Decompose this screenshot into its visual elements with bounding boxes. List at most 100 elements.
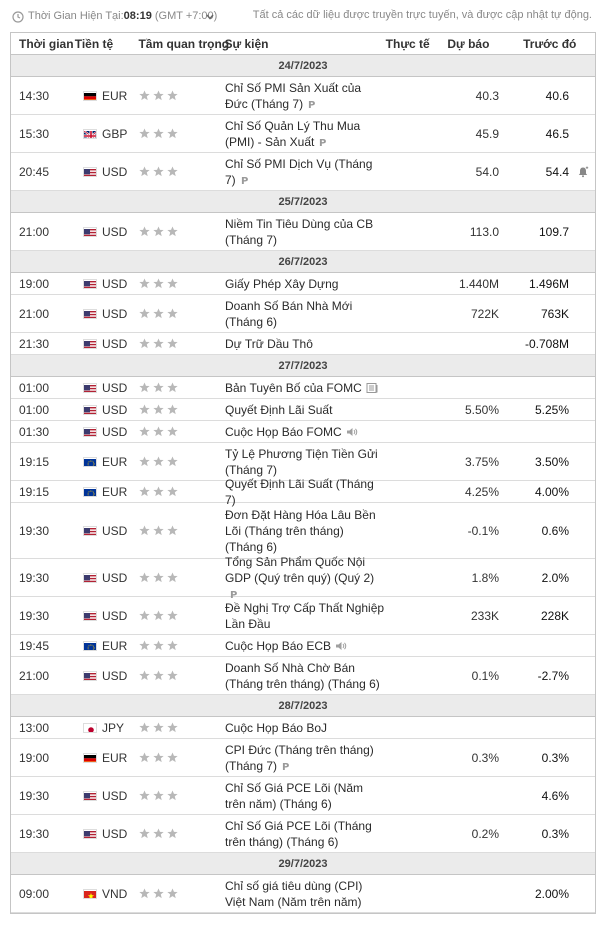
event-name-cell[interactable]: Đơn Đặt Hàng Hóa Lâu Bền Lõi (Tháng trên… [225, 507, 385, 555]
header-forecast[interactable]: Dự báo [447, 37, 490, 51]
event-forecast: 45.9 [475, 126, 499, 141]
event-row[interactable]: 21:00 USD Niềm Tin Tiêu Dùng của CB (Thá… [11, 213, 595, 251]
header-time[interactable]: Thời gian [19, 37, 74, 51]
event-row[interactable]: 01:30 USD Cuộc Họp Báo FOMC [11, 421, 595, 443]
event-row[interactable]: 19:30 USD Đề Nghị Trợ Cấp Thất Nghiệp Lầ… [11, 597, 595, 635]
event-name-cell[interactable]: Quyết Định Lãi Suất [225, 402, 385, 418]
event-row[interactable]: 15:30 GBP Chỉ Số Quản Lý Thu Mua (PMI) -… [11, 115, 595, 153]
event-name[interactable]: Chỉ Số Giá PCE Lõi (Tháng trên tháng) (T… [225, 818, 372, 849]
event-name-cell[interactable]: Tổng Sản Phẩm Quốc Nội GDP (Quý trên quý… [225, 554, 385, 602]
event-name[interactable]: Chỉ Số Quản Lý Thu Mua (PMI) - Sản Xuất [225, 118, 361, 149]
event-name[interactable]: Tổng Sản Phẩm Quốc Nội GDP (Quý trên quý… [225, 554, 375, 585]
event-name-cell[interactable]: Cuộc Họp Báo ECB [225, 638, 385, 654]
alert-bell-icon[interactable] [577, 166, 589, 178]
event-name[interactable]: Chỉ số giá tiêu dùng (CPI) Việt Nam (Năm… [225, 878, 363, 909]
currency-code: USD [102, 570, 128, 585]
event-currency: USD [75, 277, 133, 291]
report-icon[interactable] [366, 382, 378, 393]
preliminary-icon[interactable]: P [281, 761, 291, 771]
event-name-cell[interactable]: Niềm Tin Tiêu Dùng của CB (Tháng 7) [225, 216, 385, 248]
event-name-cell[interactable]: Đề Nghị Trợ Cấp Thất Nghiệp Lần Đầu [225, 600, 385, 632]
header-actual[interactable]: Thực tế [385, 37, 430, 51]
event-name[interactable]: Dự Trữ Dầu Thô [225, 336, 313, 351]
event-row[interactable]: 09:00 VND Chỉ số giá tiêu dùng (CPI) Việ… [11, 875, 595, 913]
event-name-cell[interactable]: Quyết Định Lãi Suất (Tháng 7) [225, 476, 385, 508]
star-icon [167, 486, 178, 497]
event-name[interactable]: Quyết Định Lãi Suất [225, 402, 333, 417]
event-row[interactable]: 19:45 EUR Cuộc Họp Báo ECB [11, 635, 595, 657]
event-row[interactable]: 13:00 JPY Cuộc Họp Báo BoJ [11, 717, 595, 739]
star-icon [153, 90, 164, 101]
germany-flag-icon [83, 90, 97, 101]
event-name[interactable]: Đơn Đặt Hàng Hóa Lâu Bền Lõi (Tháng trên… [225, 507, 376, 554]
preliminary-icon[interactable]: P [318, 137, 328, 147]
event-name-cell[interactable]: Chỉ Số Giá PCE Lõi (Năm trên năm) (Tháng… [225, 780, 385, 812]
event-name[interactable]: Cuộc Họp Báo BoJ [225, 720, 328, 735]
header-importance[interactable]: Tầm quan trọng [138, 36, 230, 51]
event-previous: 3.50% [534, 454, 569, 469]
event-name[interactable]: CPI Đức (Tháng trên tháng) (Tháng 7) [225, 742, 374, 773]
event-name-cell[interactable]: Chỉ Số Quản Lý Thu Mua (PMI) - Sản Xuất P [225, 118, 385, 150]
event-name-cell[interactable]: Dự Trữ Dầu Thô [225, 336, 385, 352]
event-name[interactable]: Cuộc Họp Báo ECB [225, 638, 332, 653]
chevron-down-icon[interactable] [206, 14, 214, 20]
preliminary-icon[interactable]: P [229, 589, 239, 599]
event-row[interactable]: 21:30 USD Dự Trữ Dầu Thô -0.708M [11, 333, 595, 355]
preliminary-icon[interactable]: P [307, 99, 317, 109]
event-name[interactable]: Bản Tuyên Bố của FOMC [225, 380, 362, 395]
event-name-cell[interactable]: Tỷ Lệ Phương Tiện Tiền Gửi (Tháng 7) [225, 446, 385, 478]
event-name[interactable]: Chỉ Số PMI Sản Xuất của Đức (Tháng 7) [225, 80, 362, 111]
event-row[interactable]: 19:30 USD Đơn Đặt Hàng Hóa Lâu Bền Lõi (… [11, 503, 595, 559]
event-row[interactable]: 19:00 EUR CPI Đức (Tháng trên tháng) (Th… [11, 739, 595, 777]
event-name[interactable]: Giấy Phép Xây Dựng [225, 276, 339, 291]
event-row[interactable]: 21:00 USD Doanh Số Bán Nhà Mới (Tháng 6)… [11, 295, 595, 333]
star-icon [139, 166, 150, 177]
speaker-icon[interactable] [335, 641, 347, 651]
event-row[interactable]: 19:30 USD Tổng Sản Phẩm Quốc Nội GDP (Qu… [11, 555, 595, 599]
event-previous: 763K [540, 306, 569, 321]
event-name[interactable]: Tỷ Lệ Phương Tiện Tiền Gửi (Tháng 7) [225, 446, 378, 477]
star-icon [139, 128, 150, 139]
event-name-cell[interactable]: Chỉ Số PMI Sản Xuất của Đức (Tháng 7) P [225, 80, 385, 112]
importance-stars [133, 722, 225, 733]
event-row[interactable]: 14:30 EUR Chỉ Số PMI Sản Xuất của Đức (T… [11, 77, 595, 115]
event-row[interactable]: 20:45 USD Chỉ Số PMI Dịch Vụ (Tháng 7) P … [11, 153, 595, 191]
event-name[interactable]: Doanh Số Bán Nhà Mới (Tháng 6) [225, 298, 353, 329]
speaker-icon[interactable] [346, 427, 358, 437]
event-name-cell[interactable]: Cuộc Họp Báo FOMC [225, 424, 385, 440]
event-name[interactable]: Doanh Số Nhà Chờ Bán (Tháng trên tháng) … [225, 660, 380, 691]
event-name-cell[interactable]: Doanh Số Bán Nhà Mới (Tháng 6) [225, 298, 385, 330]
us-flag-icon [83, 610, 97, 621]
event-name[interactable]: Cuộc Họp Báo FOMC [225, 424, 342, 439]
header-event[interactable]: Sự kiện [224, 37, 269, 51]
currency-code: USD [102, 668, 128, 683]
event-row[interactable]: 19:00 USD Giấy Phép Xây Dựng 1.440M 1.49… [11, 273, 595, 295]
event-name-cell[interactable]: Bản Tuyên Bố của FOMC [225, 380, 385, 396]
event-name-cell[interactable]: Doanh Số Nhà Chờ Bán (Tháng trên tháng) … [225, 660, 385, 692]
event-row[interactable]: 19:30 USD Chỉ Số Giá PCE Lõi (Năm trên n… [11, 777, 595, 815]
event-name[interactable]: Chỉ Số Giá PCE Lõi (Năm trên năm) (Tháng… [225, 780, 364, 811]
star-icon [139, 752, 150, 763]
event-name[interactable]: Niềm Tin Tiêu Dùng của CB (Tháng 7) [225, 216, 374, 247]
event-name[interactable]: Quyết Định Lãi Suất (Tháng 7) [225, 476, 374, 507]
star-icon [139, 828, 150, 839]
event-name-cell[interactable]: Cuộc Họp Báo BoJ [225, 720, 385, 736]
preliminary-icon[interactable]: P [240, 175, 250, 185]
header-previous[interactable]: Trước đó [523, 37, 577, 51]
event-name-cell[interactable]: CPI Đức (Tháng trên tháng) (Tháng 7) P [225, 742, 385, 774]
event-row[interactable]: 19:15 EUR Quyết Định Lãi Suất (Tháng 7) … [11, 477, 595, 507]
header-currency[interactable]: Tiền tệ [74, 36, 114, 51]
event-row[interactable]: 01:00 USD Quyết Định Lãi Suất 5.50% 5.25… [11, 399, 595, 421]
event-name[interactable]: Đề Nghị Trợ Cấp Thất Nghiệp Lần Đầu [225, 600, 385, 631]
importance-stars [133, 525, 225, 536]
event-name-cell[interactable]: Giấy Phép Xây Dựng [225, 276, 385, 292]
timezone-selector[interactable]: Thời Gian Hiện Tại:08:19 (GMT +7:00) [28, 10, 217, 22]
event-name-cell[interactable]: Chỉ Số PMI Dịch Vụ (Tháng 7) P [225, 156, 385, 188]
event-name-cell[interactable]: Chỉ số giá tiêu dùng (CPI) Việt Nam (Năm… [225, 878, 385, 910]
event-row[interactable]: 19:30 USD Chỉ Số Giá PCE Lõi (Tháng trên… [11, 815, 595, 853]
event-name-cell[interactable]: Chỉ Số Giá PCE Lõi (Tháng trên tháng) (T… [225, 818, 385, 850]
event-row[interactable]: 01:00 USD Bản Tuyên Bố của FOMC [11, 377, 595, 399]
event-row[interactable]: 21:00 USD Doanh Số Nhà Chờ Bán (Tháng tr… [11, 657, 595, 695]
event-row[interactable]: 19:15 EUR Tỷ Lệ Phương Tiện Tiền Gửi (Th… [11, 443, 595, 481]
event-name[interactable]: Chỉ Số PMI Dịch Vụ (Tháng 7) [225, 156, 373, 187]
